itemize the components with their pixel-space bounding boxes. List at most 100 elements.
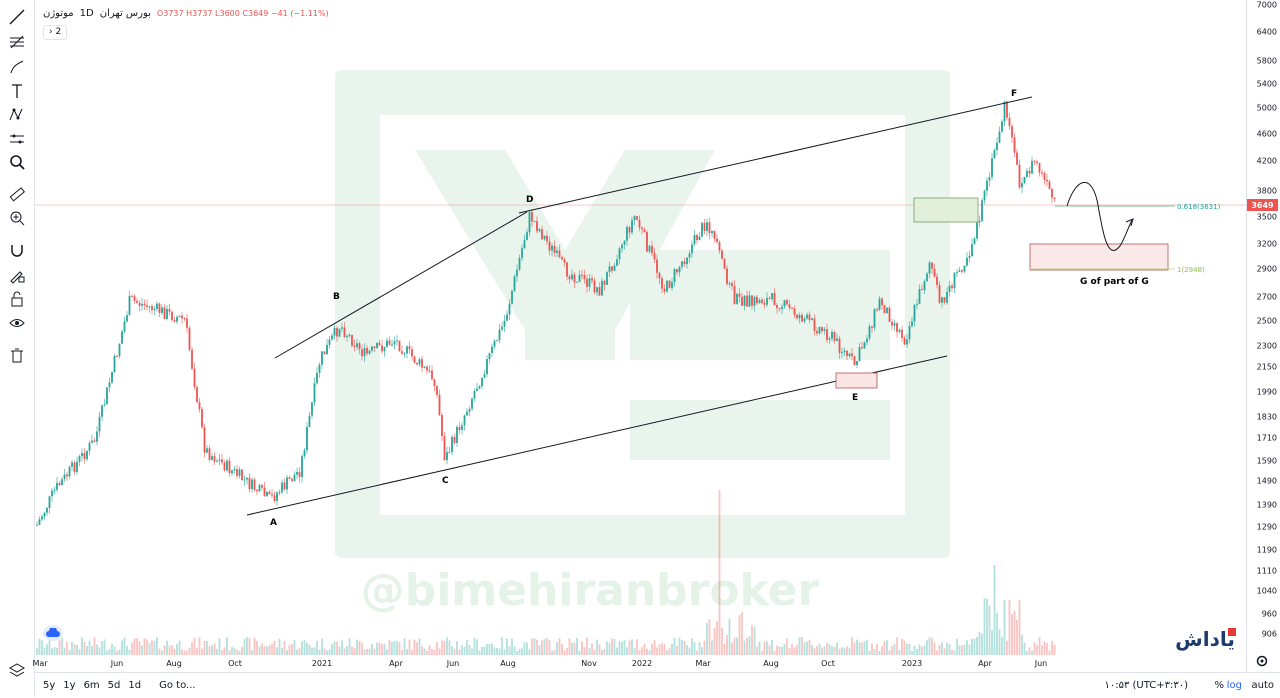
lock-drawing-icon[interactable] [6, 264, 28, 286]
volume-bar [921, 646, 923, 655]
candle-body [463, 415, 466, 426]
volume-bar [1028, 647, 1031, 655]
interval-label[interactable]: 1D [79, 8, 94, 19]
volume-bar [586, 637, 588, 655]
candle-body [838, 338, 841, 353]
range-1y-button[interactable]: 1y [63, 680, 76, 691]
volume-bar [563, 650, 566, 655]
volume-bar [421, 646, 423, 655]
candle-body [453, 437, 456, 443]
volume-bar [496, 648, 498, 655]
volume-bar [316, 640, 318, 655]
volume-bar [663, 643, 666, 655]
fib-icon[interactable] [6, 31, 28, 53]
legend-collapse-button[interactable]: › 2 [43, 25, 68, 40]
candle-body [643, 229, 646, 233]
volume-bar [981, 633, 983, 655]
range-5y-button[interactable]: 5y [43, 680, 56, 691]
eye-icon[interactable] [6, 312, 28, 334]
channel-upper-line[interactable] [518, 96, 1033, 214]
candle-body [681, 261, 683, 267]
auto-toggle[interactable]: auto [1251, 680, 1274, 691]
volume-bar [701, 647, 703, 655]
volume-bar [551, 650, 553, 655]
clock[interactable]: ۱۰:۵۳ (UTC+۳:۳۰) [1104, 680, 1188, 691]
candle-body [958, 270, 961, 272]
price-chart[interactable]: @bimehiranbroker 0.618(3631) 1(2948) A B… [35, 0, 1246, 672]
candle-body [676, 269, 678, 273]
candle-body [141, 303, 143, 306]
candle-body [101, 405, 103, 417]
volume-bar [658, 644, 661, 655]
range-5d-button[interactable]: 5d [107, 680, 121, 691]
candle-body [211, 456, 213, 460]
candle-body [816, 330, 818, 334]
volume-bar [326, 650, 328, 655]
volume-bar [836, 642, 838, 655]
volume-bar [646, 648, 648, 655]
volume-bar [526, 642, 528, 655]
price-axis[interactable]: 7000 6400 5800 5400 5000 4600 4200 3800 3500 3200… [1246, 0, 1280, 672]
volume-bar [1053, 644, 1056, 655]
ruler-icon[interactable] [6, 183, 28, 205]
candle-body [46, 507, 48, 513]
candle-body [86, 450, 88, 460]
volume-bar [493, 647, 496, 655]
e-zone[interactable] [835, 372, 878, 389]
settings-gear-icon[interactable] [1254, 653, 1270, 669]
volume-bar [783, 643, 786, 655]
percent-toggle[interactable]: % [1214, 680, 1224, 691]
volume-bar [208, 646, 211, 655]
volume-bar [163, 645, 166, 655]
trash-icon[interactable] [6, 344, 28, 366]
layers-icon[interactable] [8, 662, 26, 680]
candle-body [93, 440, 96, 442]
volume-bar [596, 639, 598, 655]
text-icon[interactable] [6, 80, 28, 102]
volume-bar [123, 637, 126, 655]
range-6m-button[interactable]: 6m [83, 680, 100, 691]
candle-body [598, 287, 601, 296]
volume-bar [473, 637, 476, 655]
time-label: Nov [581, 659, 597, 668]
volume-bar [731, 642, 733, 655]
volume-bar [118, 649, 121, 655]
measure-icon[interactable] [6, 128, 28, 150]
volume-bar [573, 642, 576, 655]
volume-bar [348, 638, 351, 655]
candle-body [103, 404, 106, 406]
candle-body [143, 303, 146, 306]
green-zone[interactable] [913, 197, 979, 223]
log-toggle[interactable]: log [1226, 680, 1242, 691]
channel-lower-line[interactable] [246, 355, 948, 516]
lock-icon[interactable] [6, 288, 28, 310]
zoom-icon[interactable] [6, 151, 28, 173]
range-1d-button[interactable]: 1d [128, 680, 142, 691]
volume-bar [781, 646, 783, 655]
volume-bar [448, 640, 451, 655]
pattern-icon[interactable] [6, 104, 28, 126]
volume-bar [956, 638, 958, 655]
channel-line-bd[interactable] [274, 211, 528, 359]
magnet-icon[interactable] [6, 240, 28, 262]
goto-button[interactable]: Go to... [159, 680, 196, 691]
brush-icon[interactable] [6, 56, 28, 78]
candle-body [161, 307, 163, 313]
volume-bar [226, 637, 228, 655]
projection-curve[interactable] [1066, 181, 1133, 251]
cloud-icon[interactable] [43, 625, 63, 641]
volume-bar [708, 619, 711, 655]
symbol-name[interactable]: موتوژن [43, 8, 74, 19]
g-target-zone[interactable] [1029, 243, 1169, 271]
volume-bar [198, 637, 201, 655]
candle-body [788, 304, 791, 309]
volume-bar [293, 639, 296, 655]
volume-bar [56, 647, 58, 655]
volume-bar [691, 638, 693, 655]
price-tick: 4600 [1256, 129, 1277, 139]
zoom-in-icon[interactable] [6, 207, 28, 229]
trend-line-icon[interactable] [6, 6, 28, 28]
volume-bar [828, 644, 831, 655]
candle-body [701, 222, 703, 237]
candle-body [431, 370, 433, 380]
